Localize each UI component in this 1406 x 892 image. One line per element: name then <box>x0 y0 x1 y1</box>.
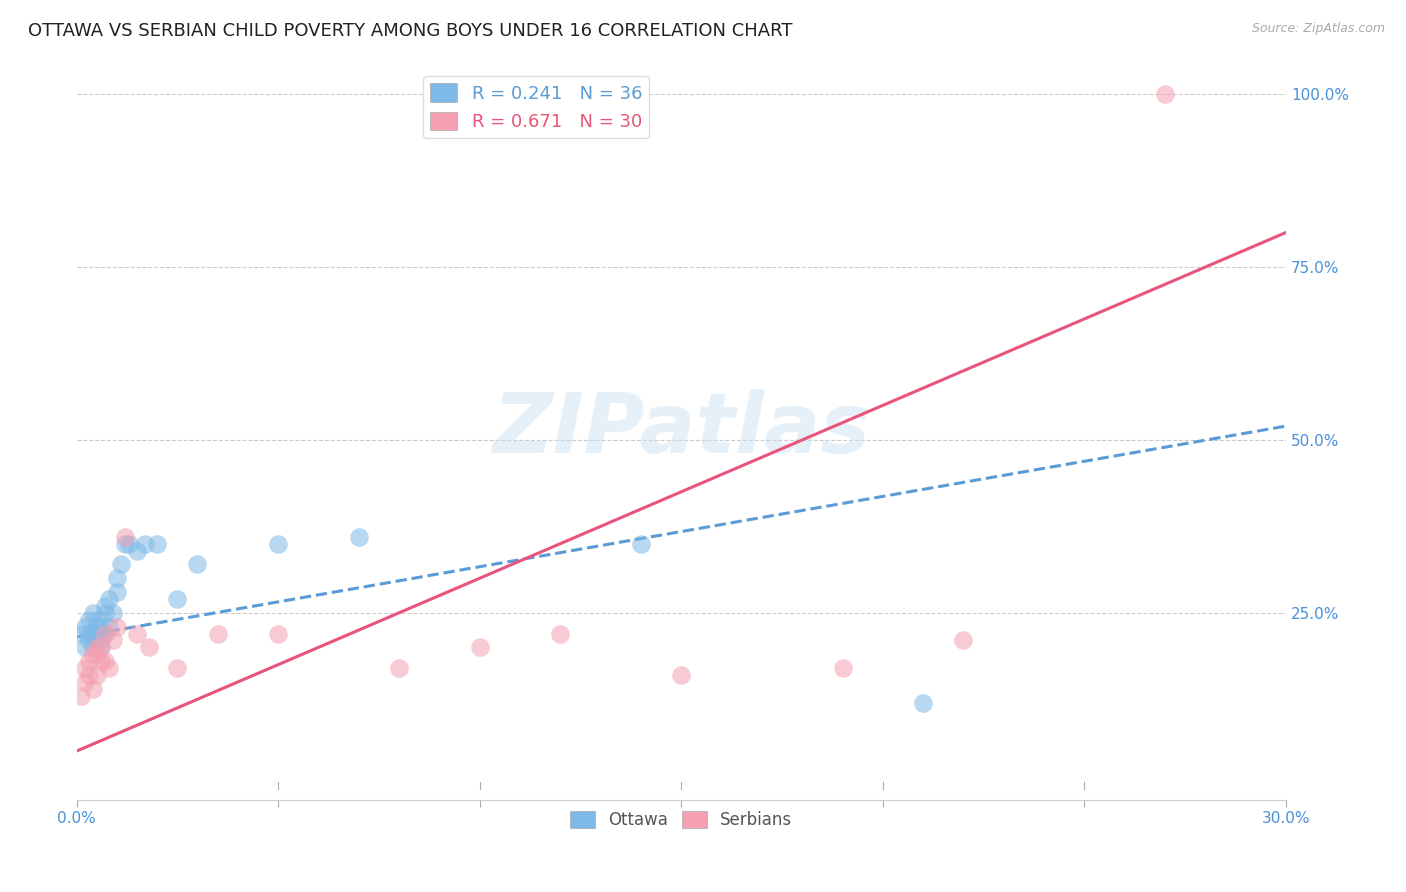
Point <box>671 668 693 682</box>
Point <box>1154 87 1177 102</box>
Point <box>138 640 160 655</box>
Text: OTTAWA VS SERBIAN CHILD POVERTY AMONG BOYS UNDER 16 CORRELATION CHART: OTTAWA VS SERBIAN CHILD POVERTY AMONG BO… <box>28 22 793 40</box>
Point <box>82 681 104 696</box>
Point <box>73 620 96 634</box>
Point <box>86 668 108 682</box>
Point <box>97 661 120 675</box>
Point <box>105 585 128 599</box>
Point <box>101 606 124 620</box>
Point <box>347 530 370 544</box>
Point <box>69 689 91 703</box>
Point <box>468 640 491 655</box>
Legend: Ottawa, Serbians: Ottawa, Serbians <box>564 804 799 836</box>
Point <box>267 626 290 640</box>
Point <box>69 626 91 640</box>
Point <box>86 620 108 634</box>
Point <box>82 626 104 640</box>
Point <box>94 606 117 620</box>
Point <box>86 613 108 627</box>
Point <box>77 626 100 640</box>
Point <box>94 599 117 613</box>
Point <box>118 536 141 550</box>
Point <box>186 558 208 572</box>
Point <box>388 661 411 675</box>
Point <box>90 640 112 655</box>
Point <box>105 620 128 634</box>
Point <box>114 536 136 550</box>
Point <box>105 571 128 585</box>
Point <box>550 626 572 640</box>
Point <box>146 536 169 550</box>
Point <box>86 648 108 662</box>
Point <box>86 626 108 640</box>
Point <box>94 654 117 668</box>
Point <box>77 654 100 668</box>
Point <box>267 536 290 550</box>
Point <box>94 626 117 640</box>
Point <box>94 626 117 640</box>
Point <box>73 661 96 675</box>
Point <box>86 640 108 655</box>
Point <box>86 633 108 648</box>
Point <box>97 620 120 634</box>
Text: Source: ZipAtlas.com: Source: ZipAtlas.com <box>1251 22 1385 36</box>
Point <box>952 633 974 648</box>
Point <box>110 558 132 572</box>
Point <box>82 648 104 662</box>
Point <box>90 620 112 634</box>
Point <box>97 592 120 607</box>
Point <box>82 606 104 620</box>
Point <box>134 536 156 550</box>
Point <box>73 640 96 655</box>
Point <box>125 543 148 558</box>
Point <box>166 592 188 607</box>
Point <box>90 654 112 668</box>
Point <box>166 661 188 675</box>
Point <box>77 633 100 648</box>
Point <box>73 675 96 690</box>
Point <box>125 626 148 640</box>
Point <box>630 536 652 550</box>
Point <box>831 661 853 675</box>
Point <box>77 613 100 627</box>
Point <box>114 530 136 544</box>
Point <box>912 696 935 710</box>
Point <box>77 668 100 682</box>
Point <box>90 640 112 655</box>
Text: ZIPatlas: ZIPatlas <box>492 389 870 470</box>
Point <box>101 633 124 648</box>
Point <box>82 640 104 655</box>
Point <box>90 626 112 640</box>
Point <box>207 626 229 640</box>
